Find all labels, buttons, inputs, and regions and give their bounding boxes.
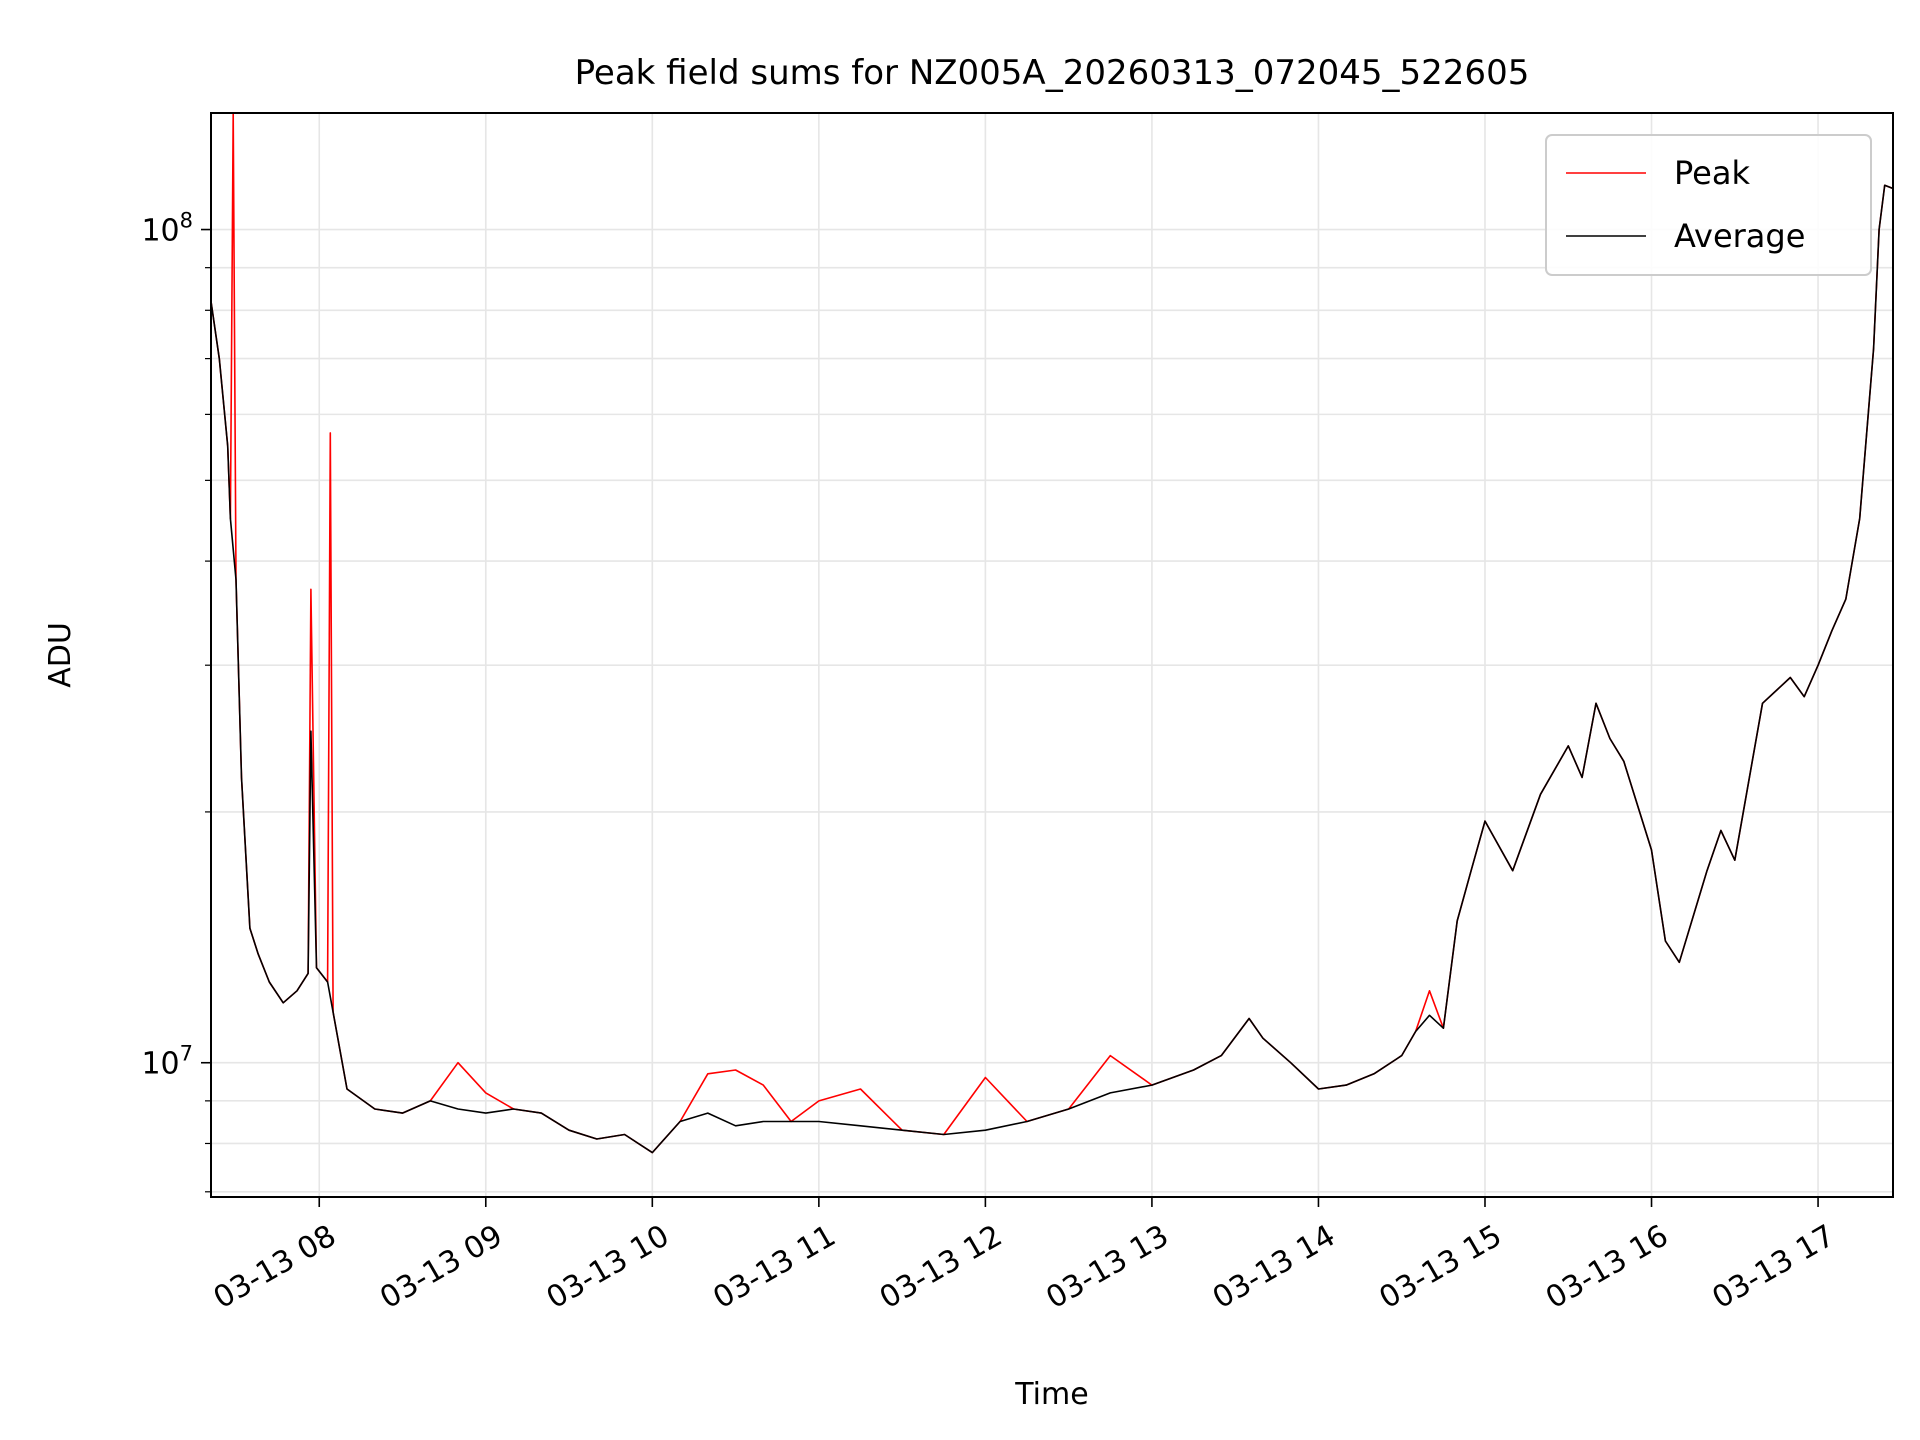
grid <box>211 113 1893 1197</box>
legend-label-peak: Peak <box>1674 154 1750 192</box>
y-axis-label: ADU <box>43 622 78 688</box>
legend-box <box>1545 134 1872 276</box>
y-tick-label-exponent: 7 <box>180 1042 193 1066</box>
x-axis-label: Time <box>1014 1377 1088 1412</box>
y-tick-label: 107 <box>141 1042 193 1082</box>
y-tick-label-exponent: 8 <box>180 209 193 233</box>
axes-frame <box>210 112 1894 1198</box>
y-tick-label: 108 <box>141 209 193 249</box>
chart-title: Peak field sums for NZ005A_20260313_0720… <box>575 53 1530 93</box>
plot-lines <box>210 112 1894 1154</box>
legend: Peak Average <box>1545 134 1872 276</box>
y-tick-label-base: 10 <box>141 214 179 249</box>
y-tick-label-base: 10 <box>141 1047 179 1082</box>
legend-label-average: Average <box>1674 217 1805 255</box>
series-line-average <box>210 184 1894 1154</box>
